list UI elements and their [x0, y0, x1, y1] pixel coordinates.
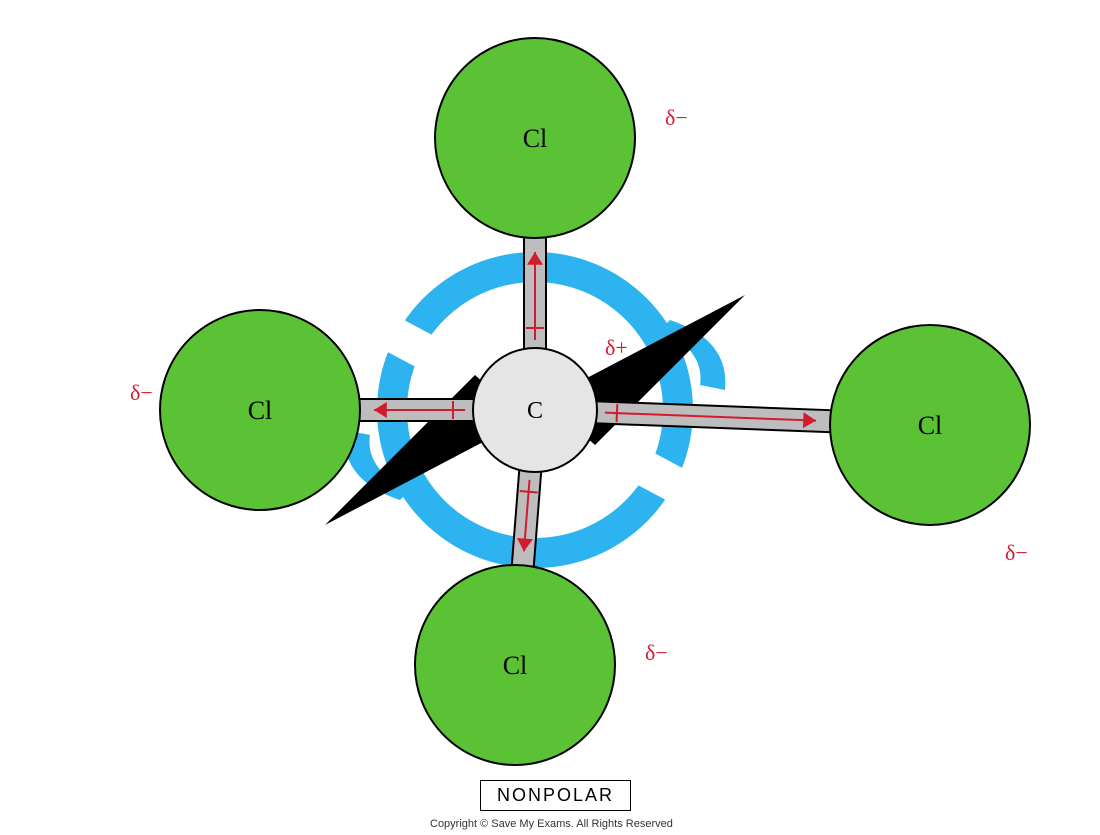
atom-label: Cl [918, 411, 943, 440]
dipole-cross [617, 404, 618, 422]
atom-label: Cl [248, 396, 273, 425]
molecular-diagram: Cl δ− Cl δ− Cl δ− Cl δ− Cδ+ [0, 0, 1100, 835]
center-label: C [527, 398, 543, 424]
polarity-label: NONPOLAR [480, 780, 631, 811]
atom-label: Cl [503, 651, 528, 680]
charge-label: δ− [645, 640, 668, 665]
charge-label: δ− [1005, 540, 1028, 565]
atom-label: Cl [523, 124, 548, 153]
copyright-text: Copyright © Save My Exams. All Rights Re… [430, 818, 673, 830]
dipole-cross [520, 491, 538, 492]
charge-label: δ− [665, 105, 688, 130]
charge-label: δ− [130, 380, 153, 405]
center-charge: δ+ [605, 335, 628, 360]
